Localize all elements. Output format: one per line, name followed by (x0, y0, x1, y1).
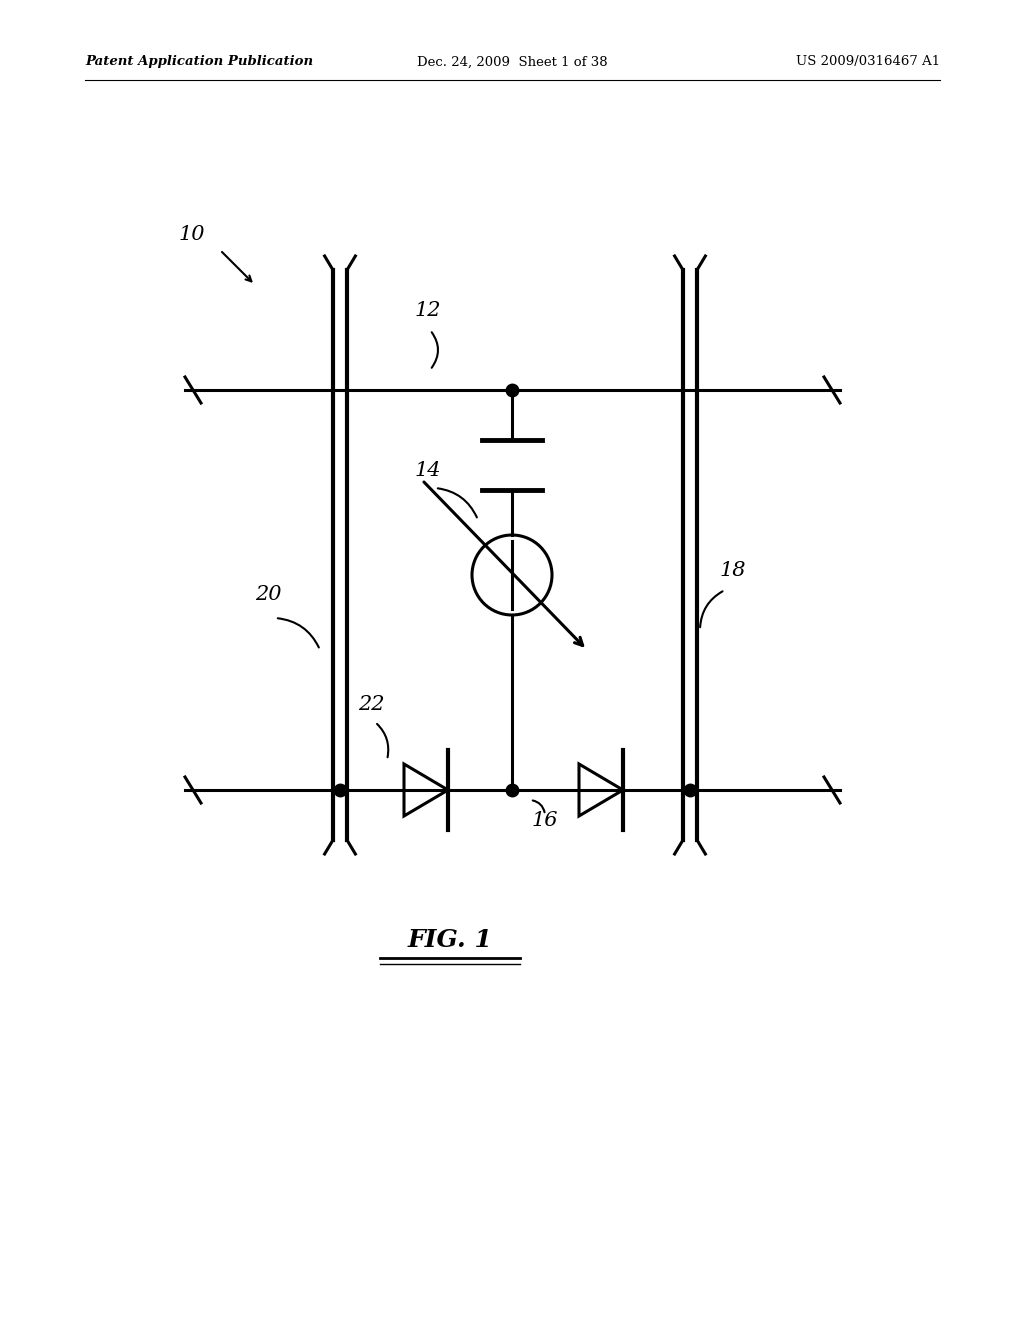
Text: 22: 22 (358, 696, 384, 714)
Text: 18: 18 (720, 561, 746, 579)
Text: Dec. 24, 2009  Sheet 1 of 38: Dec. 24, 2009 Sheet 1 of 38 (417, 55, 607, 69)
Text: Patent Application Publication: Patent Application Publication (85, 55, 313, 69)
Text: FIG. 1: FIG. 1 (408, 928, 493, 952)
Text: US 2009/0316467 A1: US 2009/0316467 A1 (796, 55, 940, 69)
Text: 20: 20 (255, 586, 282, 605)
Text: 12: 12 (415, 301, 441, 319)
Text: 16: 16 (532, 810, 558, 829)
Text: 14: 14 (415, 461, 441, 479)
Text: 10: 10 (178, 226, 205, 244)
